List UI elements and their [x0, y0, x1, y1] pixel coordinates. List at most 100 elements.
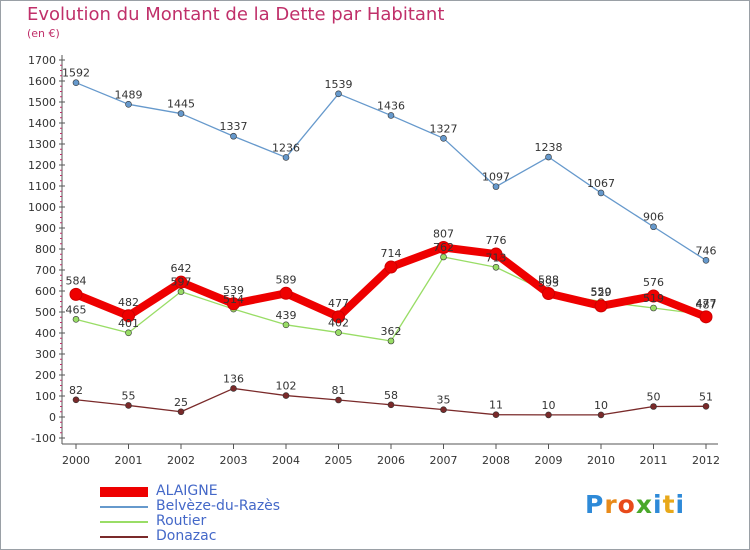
legend-swatch	[100, 506, 148, 508]
data-point-belveze-du-razes	[125, 101, 132, 108]
y-tick-label: 1700	[28, 54, 56, 67]
data-point-donazac	[545, 411, 552, 419]
data-point-belveze-du-razes	[230, 132, 237, 140]
data-label-donazac: 10	[594, 399, 608, 412]
data-label-belveze-du-razes: 1327	[430, 122, 458, 135]
x-tick-label: 2007	[430, 454, 458, 467]
data-label-donazac: 51	[699, 390, 713, 403]
data-point-belveze-du-razes	[335, 90, 342, 98]
data-point-donazac	[125, 402, 132, 409]
x-tick-label: 2008	[482, 454, 510, 467]
data-label-routier: 439	[276, 309, 297, 322]
data-point-alaigne	[332, 310, 345, 324]
legend-item: ALAIGNE	[100, 483, 340, 500]
data-label-routier: 487	[696, 299, 717, 312]
data-point-belveze-du-razes	[387, 112, 395, 119]
y-tick-label: 1000	[28, 201, 56, 214]
legend-swatch	[100, 487, 148, 497]
data-point-donazac	[282, 392, 290, 399]
legend-label: Donazac	[156, 528, 217, 544]
legend-label: ALAIGNE	[156, 483, 218, 499]
data-point-routier	[335, 329, 342, 336]
data-point-belveze-du-razes	[177, 110, 185, 117]
data-label-donazac: 10	[542, 399, 556, 412]
data-point-routier	[440, 253, 447, 261]
chart-subtitle: (en €)	[27, 27, 60, 40]
data-point-alaigne	[122, 309, 135, 323]
data-point-belveze-du-razes	[702, 257, 710, 264]
data-point-belveze-du-razes	[492, 183, 500, 190]
data-label-donazac: 11	[489, 399, 503, 412]
data-point-donazac	[230, 385, 237, 392]
data-label-donazac: 58	[384, 389, 398, 402]
data-label-routier: 597	[171, 276, 192, 289]
data-label-belveze-du-razes: 906	[643, 211, 664, 224]
x-tick-label: 2004	[272, 454, 300, 467]
legend-item: Donazac	[100, 528, 340, 545]
data-label-belveze-du-razes: 1097	[482, 171, 510, 184]
data-label-routier: 550	[591, 286, 612, 299]
data-label-routier: 762	[433, 241, 454, 254]
data-point-donazac	[702, 402, 710, 410]
data-point-belveze-du-razes	[440, 135, 447, 142]
data-label-alaigne: 584	[66, 274, 87, 287]
x-tick-label: 2012	[692, 454, 720, 467]
y-tick-label: 0	[49, 411, 56, 424]
legend-label: Routier	[156, 513, 207, 529]
data-point-belveze-du-razes	[545, 153, 552, 161]
data-label-alaigne: 588	[538, 274, 559, 287]
logo-letter: o	[617, 490, 636, 519]
data-label-belveze-du-razes: 1436	[377, 99, 405, 112]
data-label-donazac: 136	[223, 372, 244, 385]
data-label-alaigne: 477	[328, 297, 349, 310]
data-point-alaigne	[489, 247, 503, 261]
x-tick-label: 2001	[115, 454, 143, 467]
data-point-belveze-du-razes	[597, 189, 605, 197]
y-tick-label: 500	[35, 306, 56, 319]
y-tick-label: 1200	[28, 159, 56, 172]
data-label-routier: 465	[66, 303, 87, 316]
data-point-donazac	[177, 408, 185, 416]
data-point-alaigne	[594, 299, 608, 313]
data-label-belveze-du-razes: 746	[696, 244, 717, 257]
y-tick-label: 800	[35, 243, 56, 256]
data-label-routier: 362	[381, 325, 402, 338]
y-tick-label: 400	[35, 327, 56, 340]
data-label-alaigne: 807	[433, 228, 454, 241]
data-label-belveze-du-razes: 1445	[167, 98, 195, 111]
data-label-belveze-du-razes: 1489	[115, 88, 143, 101]
chart-title: Evolution du Montant de la Dette par Hab…	[27, 4, 445, 25]
data-label-alaigne: 589	[276, 273, 297, 286]
logo-letter: i	[675, 490, 686, 519]
data-point-donazac	[650, 403, 657, 410]
legend-item: Belvèze-du-Razès	[100, 499, 340, 515]
data-label-alaigne: 776	[486, 234, 507, 247]
data-point-donazac	[492, 411, 500, 418]
x-tick-label: 2009	[535, 454, 563, 467]
data-point-routier	[72, 316, 80, 323]
data-label-routier: 514	[223, 293, 244, 306]
y-tick-label: 1500	[28, 96, 56, 109]
data-label-belveze-du-razes: 1067	[587, 177, 615, 190]
data-point-routier	[125, 329, 132, 337]
data-label-donazac: 82	[69, 384, 83, 397]
data-label-donazac: 55	[122, 389, 136, 402]
data-point-donazac	[72, 396, 80, 404]
data-label-belveze-du-razes: 1236	[272, 141, 300, 154]
y-tick-label: 1100	[28, 180, 56, 193]
y-tick-label: 200	[35, 369, 56, 382]
data-point-alaigne	[174, 275, 188, 289]
y-tick-label: 1300	[28, 138, 56, 151]
x-tick-label: 2002	[167, 454, 195, 467]
data-label-donazac: 25	[174, 396, 188, 409]
data-point-donazac	[387, 401, 395, 409]
data-point-routier	[387, 337, 395, 345]
data-label-alaigne: 539	[223, 284, 244, 297]
legend-item: Routier	[100, 513, 340, 530]
data-point-alaigne	[647, 289, 660, 303]
legend-swatch	[100, 536, 148, 538]
data-label-alaigne: 642	[171, 262, 192, 275]
proxiti-logo: Proxiti	[585, 490, 685, 519]
x-tick-label: 2010	[587, 454, 615, 467]
